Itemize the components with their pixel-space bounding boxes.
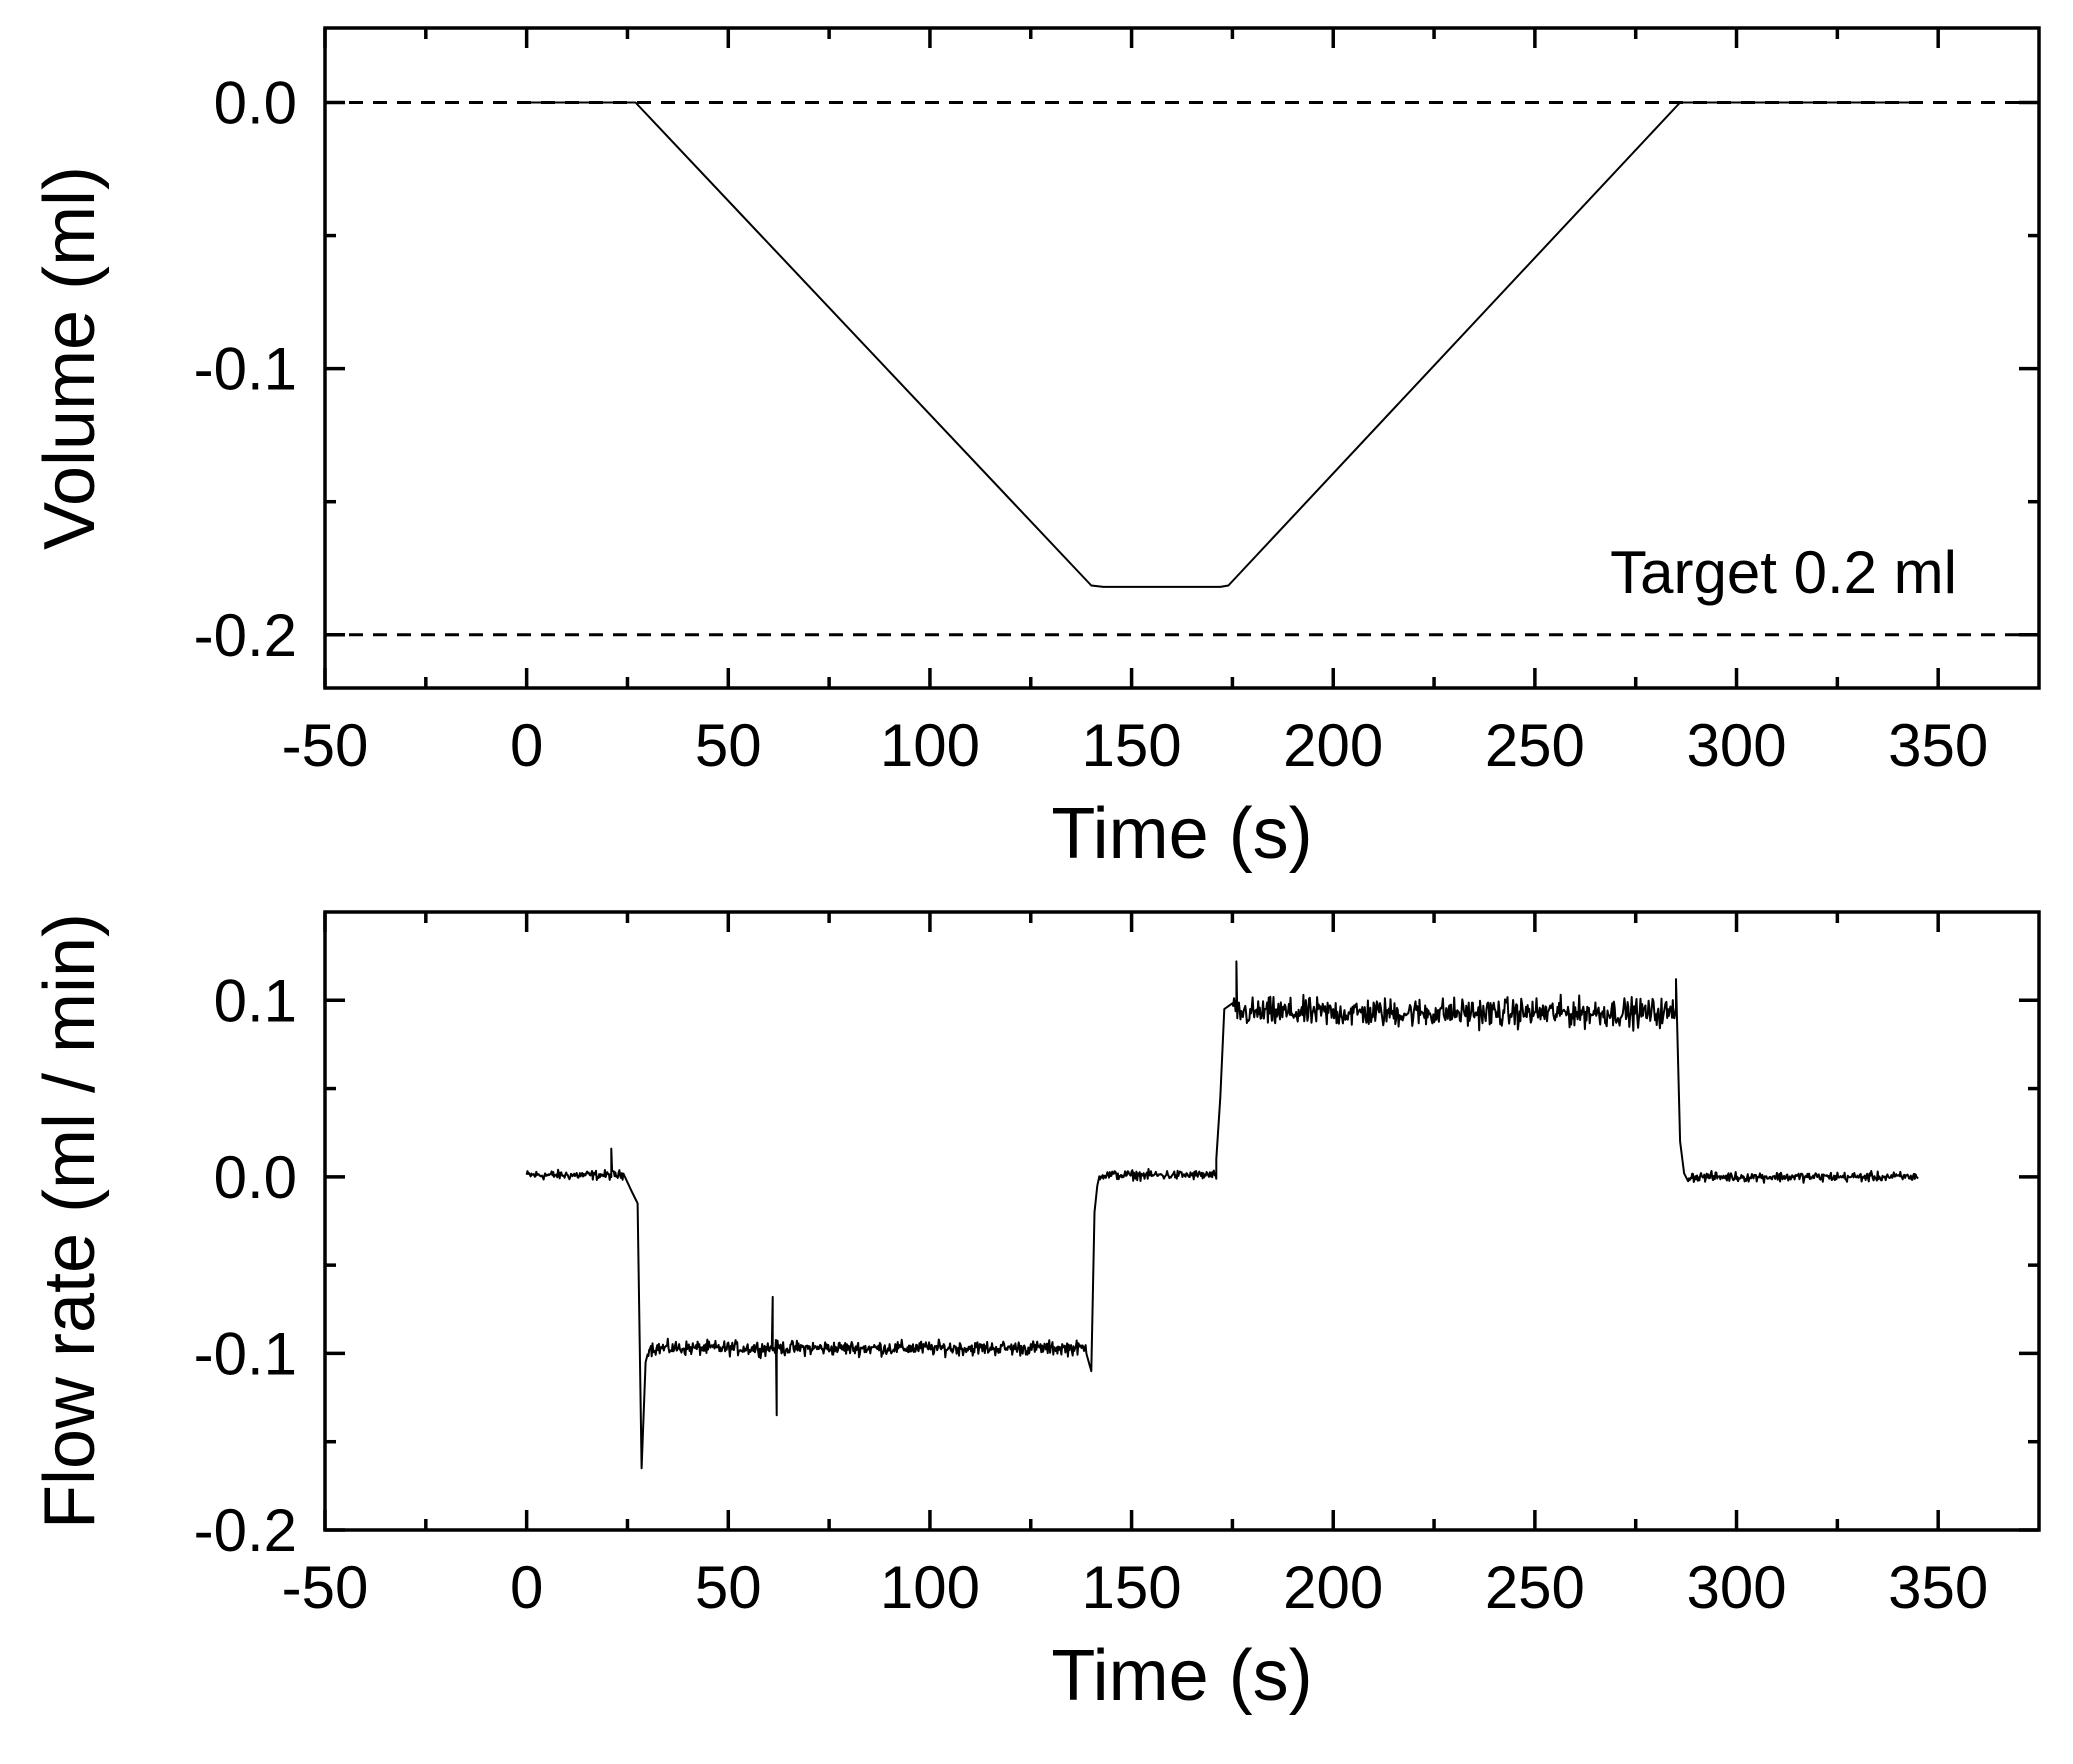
x-tick-label: 300 [1686,1554,1786,1621]
flow-rate-panel-tick-labels: -50 0 50 100 150 200 250 300 350 0.1 0.0 -0.1 -0.2 [194,967,1989,1621]
x-tick-label: -50 [282,1554,369,1621]
flow-rate-series-line [525,960,1919,1470]
flow-rate-y-axis-label: Flow rate (ml / min) [30,913,110,1529]
volume-x-axis-label: Time (s) [1051,794,1312,874]
x-tick-label: 350 [1888,1554,1988,1621]
y-tick-label: -0.2 [194,602,297,669]
flow-rate-panel-ticks [323,912,2039,1532]
x-tick-label: 0 [510,712,543,779]
x-tick-label: 350 [1888,712,1988,779]
flow-rate-panel: -50 0 50 100 150 200 250 300 350 0.1 0.0 -0.1 -0.2 T… [30,910,2041,1716]
y-tick-label: 0.0 [214,1144,297,1211]
volume-panel: -50 0 50 100 150 200 250 300 350 0.0 -0.1 -0.2 Targ… [30,26,2041,874]
x-tick-label: 100 [880,1554,980,1621]
x-tick-label: 200 [1283,712,1383,779]
x-tick-label: 250 [1485,712,1585,779]
y-tick-label: -0.1 [194,1320,297,1387]
x-tick-label: 150 [1082,1554,1182,1621]
volume-series-line [526,101,1918,588]
volume-panel-ticks [323,28,2039,688]
x-tick-label: 50 [695,1554,762,1621]
x-tick-label: 300 [1686,712,1786,779]
y-tick-label: -0.1 [194,336,297,403]
volume-y-axis-label: Volume (ml) [30,166,110,550]
x-tick-label: 150 [1082,712,1182,779]
y-tick-label: 0.0 [214,70,297,137]
y-tick-label: 0.1 [214,967,297,1034]
x-tick-label: 200 [1283,1554,1383,1621]
x-tick-label: 250 [1485,1554,1585,1621]
flow-rate-x-axis-label: Time (s) [1051,1636,1312,1716]
volume-panel-series [526,101,1918,588]
x-tick-label: -50 [282,712,369,779]
x-tick-label: 50 [695,712,762,779]
flow-rate-plot-frame [323,910,2041,1532]
x-tick-label: 100 [880,712,980,779]
volume-plot-frame [323,26,2041,690]
x-tick-label: 0 [510,1554,543,1621]
flow-rate-panel-series [525,960,1919,1470]
target-annotation: Target 0.2 ml [1610,539,1957,606]
y-tick-label: -0.2 [194,1497,297,1564]
volume-panel-tick-labels: -50 0 50 100 150 200 250 300 350 0.0 -0.1 -0.2 [194,70,1989,779]
